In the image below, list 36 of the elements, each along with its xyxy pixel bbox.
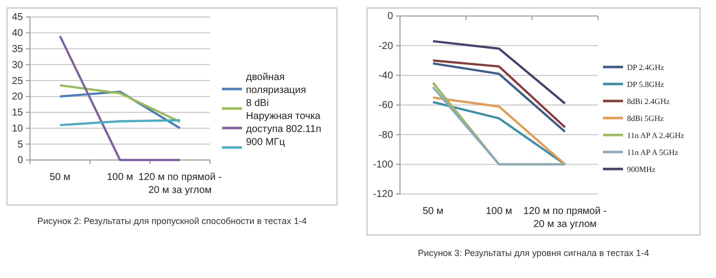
- legend-label: двойная поляризация: [246, 72, 306, 96]
- x-tick-label: 120 м по прямой - 20 м за углом: [138, 172, 222, 196]
- y-tick-label: 25: [12, 76, 24, 87]
- legend-label: 900MHz: [627, 165, 656, 174]
- y-tick-label: 10: [12, 123, 24, 134]
- legend-label: 11n AP A 5GHz: [627, 148, 679, 157]
- y-tick-label: -80: [378, 130, 394, 141]
- legend-label: 8dBi 2.4GHz: [627, 97, 670, 106]
- x-tick-label: 50 м: [422, 206, 444, 217]
- x-tick-label: 50 м: [50, 172, 71, 183]
- x-tick-label: 100 м: [486, 206, 512, 217]
- x-tick-label: 100 м: [106, 172, 134, 183]
- legend-label: 11n AP A 2.4GHz: [627, 131, 685, 140]
- y-tick-label: 15: [12, 108, 24, 119]
- legend-label: DP 2.4GHz: [627, 63, 664, 72]
- legend-label: Наружная точка доступа 802.11n: [246, 111, 322, 135]
- legend-label: 8dBi 5GHz: [627, 114, 664, 123]
- text: Рисунок 2: Результаты для пропускной способности в тестах 1-4: [37, 216, 307, 226]
- x-tick-label: 120 м по прямой - 20 м за углом: [523, 206, 607, 230]
- y-tick-label: -60: [378, 100, 394, 112]
- legend-label: 900 МГц: [246, 137, 286, 148]
- y-tick-label: 0: [387, 11, 394, 22]
- y-tick-label: -120: [372, 189, 394, 200]
- y-tick-label: -40: [378, 70, 394, 82]
- legend-label: DP 5.8GHz: [627, 80, 664, 89]
- y-tick-label: 40: [12, 28, 24, 40]
- y-tick-label: 45: [12, 12, 24, 24]
- y-tick-label: 35: [12, 44, 24, 55]
- y-tick-label: -20: [378, 40, 394, 52]
- y-tick-label: 0: [17, 155, 24, 166]
- text: Рисунок 3: Результаты для уровня сигнала в тестах 1-4: [418, 248, 650, 258]
- y-tick-label: -100: [372, 160, 394, 171]
- y-tick-label: 30: [12, 60, 24, 71]
- legend-label: 8 dBi: [246, 98, 269, 109]
- y-tick-label: 5: [17, 139, 24, 150]
- y-tick-label: 20: [12, 92, 24, 103]
